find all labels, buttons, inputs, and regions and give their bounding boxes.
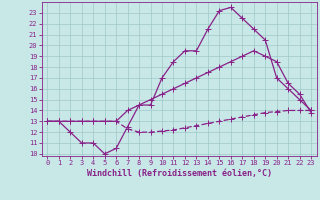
X-axis label: Windchill (Refroidissement éolien,°C): Windchill (Refroidissement éolien,°C) [87,169,272,178]
